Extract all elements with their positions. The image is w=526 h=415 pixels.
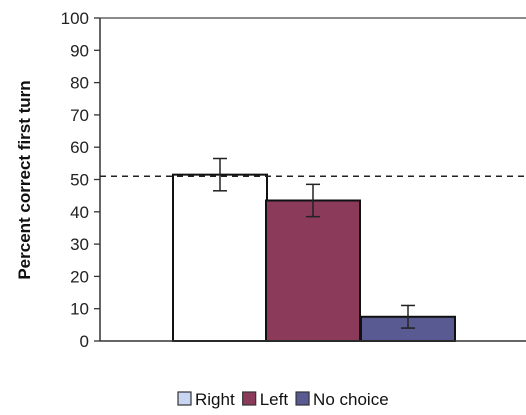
y-tick-label: 0 [80,332,89,351]
y-axis-label: Percent correct first turn [15,80,34,279]
bar-right [172,173,268,342]
legend-label-left: Left [260,390,289,409]
bar-left [265,199,361,342]
legend-label-right: Right [195,390,235,409]
y-tick-label: 70 [70,106,89,125]
y-tick-label: 80 [70,74,89,93]
y-tick-label: 60 [70,138,89,157]
y-tick-label: 50 [70,171,89,190]
legend-swatch-left [242,391,257,406]
y-tick-label: 90 [70,41,89,60]
y-tick-label: 100 [61,9,89,28]
y-tick-label: 20 [70,267,89,286]
y-tick-label: 30 [70,235,89,254]
legend-swatch-right [177,391,192,406]
y-tick-label: 10 [70,300,89,319]
legend-label-no-choice: No choice [313,390,389,409]
legend-swatch-no-choice [295,391,310,406]
y-tick-label: 40 [70,203,89,222]
